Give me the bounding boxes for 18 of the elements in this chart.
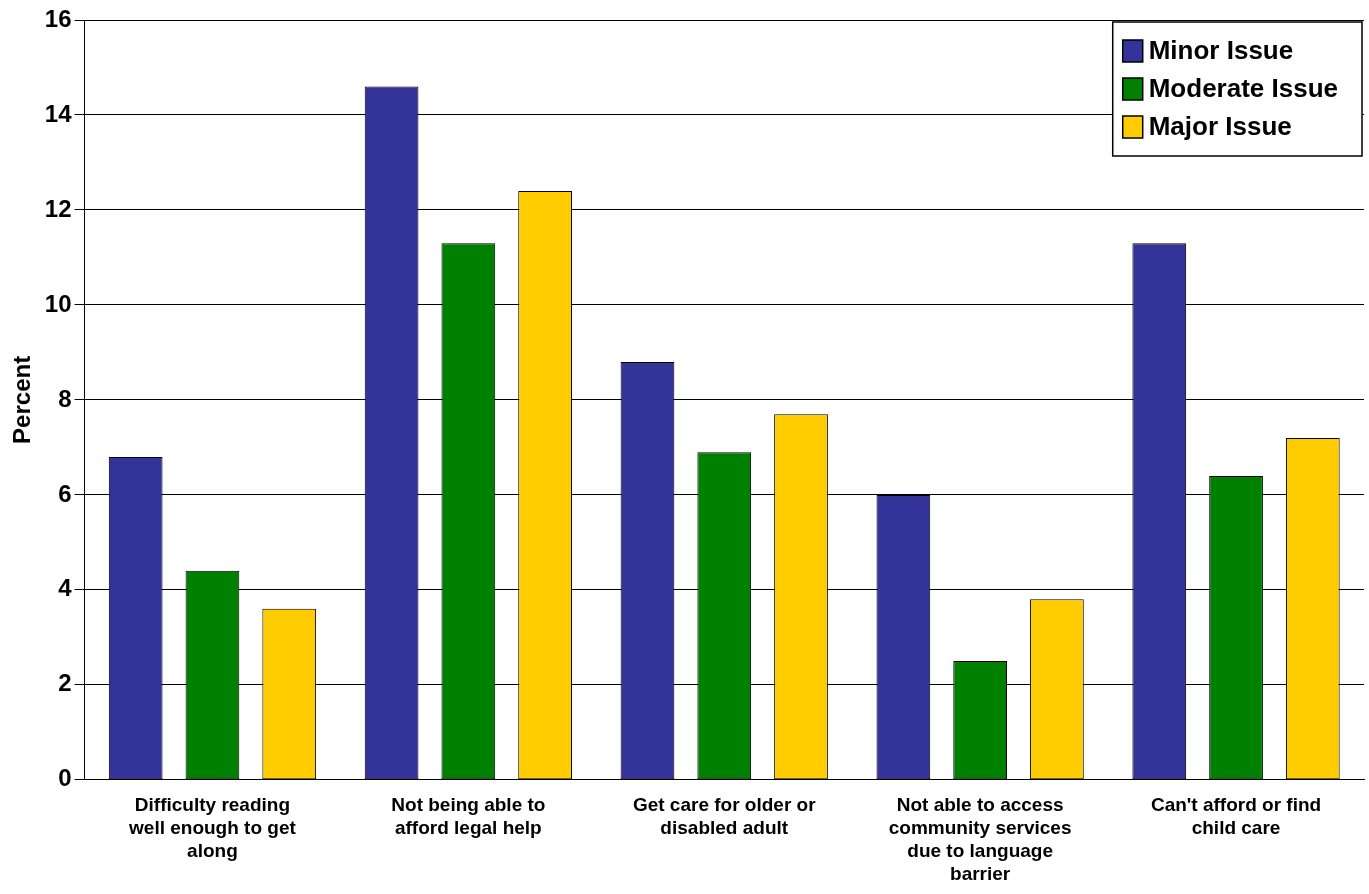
x-tick-label: Can't afford or find child care (1150, 794, 1322, 839)
x-tick-label: Get care for older or disabled adult (632, 794, 817, 839)
legend-label: Minor Issue (1148, 35, 1294, 66)
y-tick-label: 2 (58, 669, 72, 697)
y-axis-title: Percent (8, 355, 36, 444)
y-tick-label: 6 (58, 479, 72, 507)
y-tick-label: 12 (44, 194, 72, 222)
y-tick-label: 0 (58, 764, 72, 792)
legend-label: Moderate Issue (1148, 73, 1339, 104)
x-tick-label: Not able to access community services due to language barrier (888, 794, 1072, 884)
x-tick-label: Not being able to afford legal help (391, 794, 546, 839)
y-tick-label: 10 (44, 289, 72, 317)
x-tick-label: Difficulty reading well enough to get along (128, 794, 297, 862)
y-tick-label: 14 (44, 99, 73, 127)
y-tick-label: 4 (58, 574, 73, 602)
y-tick-label: 16 (44, 4, 72, 32)
y-tick-label: 8 (58, 384, 72, 412)
legend-label: Major Issue (1148, 111, 1292, 142)
